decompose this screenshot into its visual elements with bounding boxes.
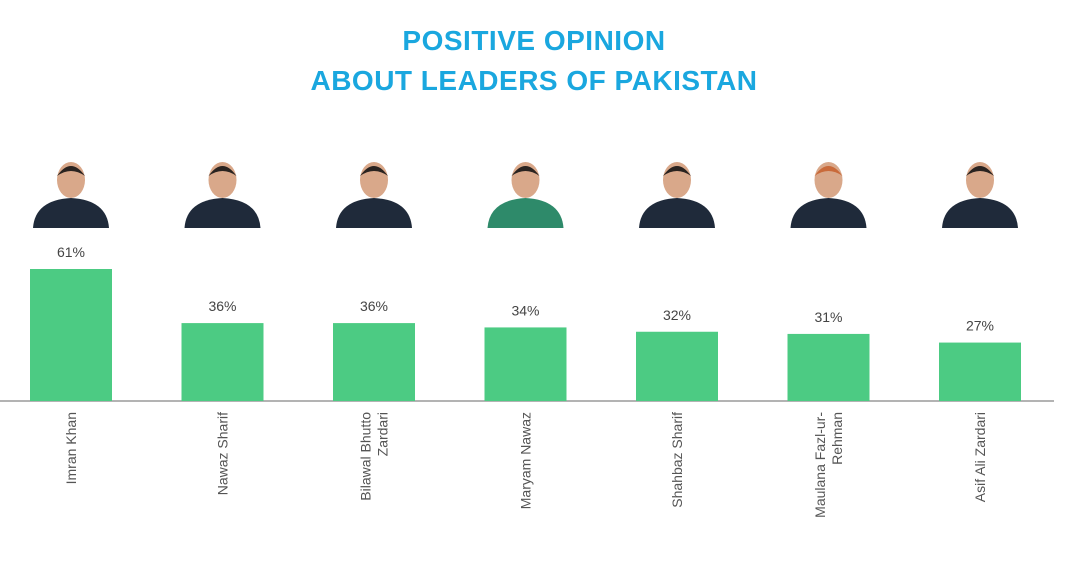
- category-label: Maulana Fazl-ur- Rehman: [812, 412, 845, 518]
- category-label-line: Zardari: [375, 412, 391, 456]
- value-label: 61%: [57, 244, 85, 260]
- portrait-icon: [182, 150, 263, 228]
- bar: [333, 323, 415, 401]
- chart-title-line2: ABOUT LEADERS OF PAKISTAN: [310, 65, 758, 96]
- bar: [484, 327, 567, 401]
- bar: [939, 342, 1021, 401]
- category-label: Asif Ali Zardari: [972, 412, 988, 502]
- portrait-icon: [334, 150, 414, 228]
- category-label-line: Bilawal Bhutto: [358, 412, 374, 501]
- category-label: Shahbaz Sharif: [669, 412, 685, 508]
- chart-title-line1: POSITIVE OPINION: [402, 25, 666, 56]
- category-label-line: Maulana Fazl-ur-: [812, 412, 828, 518]
- portrait-icon: [940, 150, 1020, 228]
- portrait-icon: [788, 150, 869, 228]
- value-label: 27%: [966, 318, 994, 334]
- value-label: 36%: [208, 298, 236, 314]
- value-label: 34%: [511, 302, 539, 318]
- category-label: Nawaz Sharif: [215, 412, 231, 495]
- category-label-line: Nawaz Sharif: [215, 412, 231, 495]
- category-label-line: Imran Khan: [63, 412, 79, 484]
- bar: [787, 333, 870, 401]
- portrait-icon: [485, 150, 566, 228]
- value-label: 31%: [814, 309, 842, 325]
- portrait-icon: [31, 150, 111, 228]
- category-label-line: Asif Ali Zardari: [972, 412, 988, 502]
- bar: [30, 269, 112, 401]
- value-label: 32%: [663, 307, 691, 323]
- category-label-line: Rehman: [829, 412, 845, 465]
- bar: [636, 331, 718, 401]
- category-label: Bilawal Bhutto Zardari: [358, 412, 391, 501]
- category-label: Maryam Nawaz: [518, 412, 534, 509]
- category-label-line: Shahbaz Sharif: [669, 412, 685, 508]
- bar: [181, 323, 264, 401]
- category-label: Imran Khan: [63, 412, 79, 484]
- category-label-line: Maryam Nawaz: [518, 412, 534, 509]
- value-label: 36%: [360, 298, 388, 314]
- portrait-icon: [637, 150, 717, 228]
